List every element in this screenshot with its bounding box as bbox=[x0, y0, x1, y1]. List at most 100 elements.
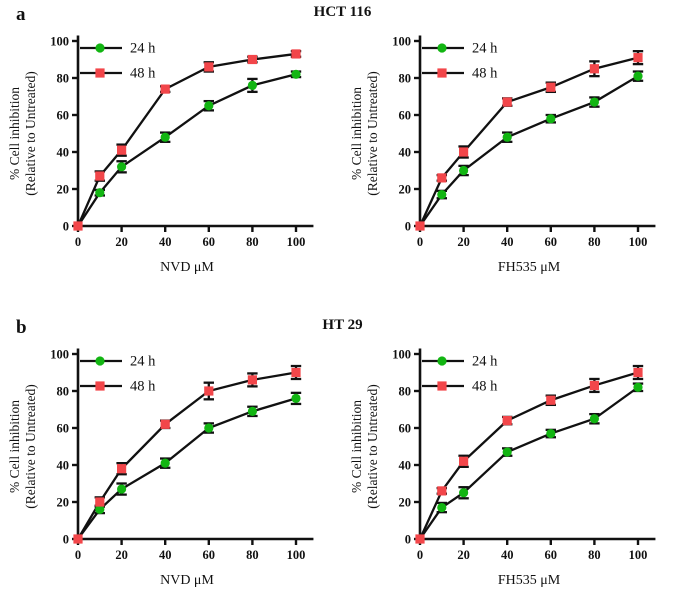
panel-b: b HT 29 0 20 40 60 80 100 0 20 40 60 80 100 NVD μM % … bbox=[0, 315, 685, 604]
legend-label: 48 h bbox=[472, 379, 498, 395]
series-line-48h bbox=[76, 52, 296, 227]
y-tick-label: 40 bbox=[398, 145, 411, 159]
data-point-48h bbox=[160, 84, 170, 94]
x-axis-title: FH535 μM bbox=[497, 260, 560, 275]
y-tick-label: 100 bbox=[392, 347, 411, 361]
x-tick-label: 60 bbox=[202, 548, 215, 562]
y-tick-label: 100 bbox=[50, 347, 69, 361]
chart-cell: 0 20 40 60 80 100 0 20 40 60 80 100 FH535 μM % Cell i… bbox=[342, 339, 684, 604]
legend-label: 24 h bbox=[130, 354, 156, 370]
panel-a-header: a HCT 116 bbox=[0, 2, 685, 26]
x-tick-label: 0 bbox=[74, 235, 80, 249]
data-point-48h bbox=[545, 82, 555, 92]
chart-cell: 0 20 40 60 80 100 0 20 40 60 80 100 FH535 μM % Cell i… bbox=[342, 26, 684, 291]
y-tick-label: 80 bbox=[56, 384, 69, 398]
x-tick-label: 60 bbox=[544, 548, 557, 562]
legend-marker-circle bbox=[94, 356, 105, 366]
data-point-24h bbox=[160, 132, 170, 142]
x-tick-label: 100 bbox=[628, 548, 647, 562]
data-point-48h bbox=[436, 486, 446, 496]
series-line-48h bbox=[418, 371, 638, 540]
legend-item-24h: 24 h bbox=[79, 41, 156, 57]
data-point-48h bbox=[589, 64, 599, 74]
data-point-48h bbox=[116, 464, 126, 474]
legend-marker-square bbox=[94, 381, 105, 391]
y-tick-label: 0 bbox=[404, 219, 410, 233]
legend-item-48h: 48 h bbox=[421, 379, 498, 395]
data-point-48h bbox=[72, 221, 83, 231]
data-point-24h bbox=[589, 97, 599, 107]
panel-title-ht29: HT 29 bbox=[322, 317, 363, 333]
data-point-24h bbox=[247, 80, 257, 90]
legend: 24 h 48 h bbox=[79, 354, 156, 395]
data-point-48h bbox=[545, 395, 555, 405]
x-tick-label: 60 bbox=[202, 235, 215, 249]
legend: 24 h 48 h bbox=[79, 41, 156, 82]
x-tick-label: 100 bbox=[286, 235, 305, 249]
legend: 24 h 48 h bbox=[421, 354, 498, 395]
y-tick-label: 20 bbox=[398, 495, 411, 509]
y-tick-label: 40 bbox=[398, 458, 411, 472]
x-tick-label: 40 bbox=[158, 235, 171, 249]
x-tick-label: 0 bbox=[416, 235, 422, 249]
data-point-24h bbox=[290, 393, 301, 403]
data-point-24h bbox=[94, 504, 104, 514]
y-tick-label: 20 bbox=[398, 182, 411, 196]
x-tick-label: 80 bbox=[588, 548, 601, 562]
x-tick-label: 40 bbox=[500, 548, 513, 562]
legend-item-48h: 48 h bbox=[421, 66, 498, 82]
data-point-24h bbox=[116, 484, 126, 494]
legend-item-48h: 48 h bbox=[79, 379, 156, 395]
data-point-48h bbox=[72, 534, 83, 544]
data-point-24h bbox=[545, 114, 555, 124]
legend-marker-circle bbox=[94, 43, 105, 53]
y-axis-title-line2: (Relative to Untreated) bbox=[365, 384, 380, 508]
data-point-24h bbox=[247, 406, 257, 416]
data-point-24h bbox=[436, 189, 446, 200]
y-axis-title-line1: % Cell inhibition bbox=[349, 400, 364, 493]
data-point-48h bbox=[116, 145, 126, 155]
y-tick-label: 40 bbox=[56, 145, 69, 159]
x-tick-label: 100 bbox=[628, 235, 647, 249]
y-tick-label: 0 bbox=[62, 532, 68, 546]
legend-marker-square bbox=[436, 381, 447, 391]
x-tick-label: 80 bbox=[246, 235, 259, 249]
legend-label: 24 h bbox=[130, 41, 156, 57]
x-tick-label: 0 bbox=[416, 548, 422, 562]
panel-letter-a: a bbox=[16, 4, 26, 25]
data-point-48h bbox=[632, 53, 643, 63]
data-point-48h bbox=[589, 380, 599, 391]
legend: 24 h 48 h bbox=[421, 41, 498, 82]
chart-cell: 0 20 40 60 80 100 0 20 40 60 80 100 NVD μM % Cell inh… bbox=[0, 339, 342, 604]
legend-item-24h: 24 h bbox=[421, 354, 498, 370]
x-axis-title: NVD μM bbox=[160, 573, 214, 588]
data-point-24h bbox=[545, 428, 555, 439]
data-point-24h bbox=[203, 101, 213, 111]
data-point-48h bbox=[414, 221, 425, 231]
data-point-48h bbox=[436, 173, 446, 183]
y-tick-label: 100 bbox=[392, 34, 411, 48]
data-point-24h bbox=[589, 414, 599, 424]
legend-marker-circle bbox=[436, 356, 447, 366]
x-tick-label: 20 bbox=[457, 548, 470, 562]
y-tick-label: 0 bbox=[404, 532, 410, 546]
legend-item-24h: 24 h bbox=[421, 41, 498, 57]
legend-label: 48 h bbox=[130, 379, 156, 395]
x-tick-label: 20 bbox=[115, 548, 128, 562]
x-tick-label: 80 bbox=[246, 548, 259, 562]
chart-cell: 0 20 40 60 80 100 0 20 40 60 80 100 NVD μM % Cell inh… bbox=[0, 26, 342, 291]
data-point-24h bbox=[203, 423, 213, 433]
y-tick-label: 100 bbox=[50, 34, 69, 48]
y-tick-label: 40 bbox=[56, 458, 69, 472]
y-tick-label: 60 bbox=[56, 108, 69, 122]
x-axis-title: NVD μM bbox=[160, 260, 214, 275]
x-tick-label: 40 bbox=[500, 235, 513, 249]
x-tick-label: 0 bbox=[74, 548, 80, 562]
data-point-48h bbox=[94, 497, 104, 507]
panel-b-charts: 0 20 40 60 80 100 0 20 40 60 80 100 NVD μM % Cell inh… bbox=[0, 339, 685, 604]
data-point-24h bbox=[160, 458, 170, 468]
x-tick-label: 80 bbox=[588, 235, 601, 249]
x-tick-label: 60 bbox=[544, 235, 557, 249]
data-point-48h bbox=[458, 147, 468, 157]
data-point-24h bbox=[458, 165, 468, 176]
